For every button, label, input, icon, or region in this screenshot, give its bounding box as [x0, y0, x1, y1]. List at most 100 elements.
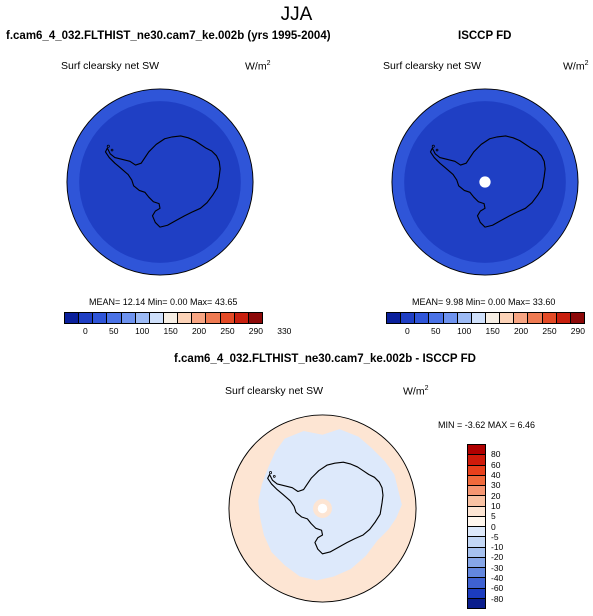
pole-missing-data	[317, 503, 328, 514]
colorbar-swatch	[468, 537, 485, 548]
colorbar-swatch	[468, 445, 485, 456]
colorbar-swatch	[443, 313, 458, 323]
colorbar-tick-label: 0	[82, 326, 88, 336]
colorbar-tick-label: 100	[135, 326, 150, 336]
colorbar-swatch	[429, 313, 444, 323]
antarctica-coastline	[104, 135, 221, 228]
island-outline	[106, 144, 110, 148]
panel-2-variable: Surf clearsky net SW	[383, 60, 482, 72]
colorbar-tick-label: 5	[491, 511, 496, 522]
colorbar-tick-label: 40	[491, 469, 501, 480]
colorbar-tick-label: -30	[491, 562, 504, 573]
colorbar-tick-label: -10	[491, 542, 504, 553]
colorbar-swatch	[542, 313, 557, 323]
colorbar-tick-label: -5	[491, 531, 499, 542]
panel-1-title: f.cam6_4_032.FLTHIST_ne30.cam7_ke.002b (…	[6, 30, 331, 42]
colorbar-swatch	[457, 313, 472, 323]
colorbar-swatch	[471, 313, 486, 323]
colorbar-swatch	[107, 313, 122, 323]
colorbar-tick-label: 0	[491, 521, 496, 532]
colorbar-swatch	[401, 313, 416, 323]
panel-1-colorbar	[64, 312, 263, 324]
colorbar-swatch	[206, 313, 221, 323]
colorbar-swatch	[468, 516, 485, 527]
colorbar-swatch	[93, 313, 108, 323]
panel-3-colorbar-labels: 80 60 40 30 20 10 5 0 -5 -10 -20 -30 -40 -60 -80	[491, 444, 521, 609]
colorbar-swatch	[248, 313, 262, 323]
panel-2-colorbar	[386, 312, 585, 324]
island-outline	[431, 144, 435, 148]
island-outline	[110, 148, 114, 152]
colorbar-swatch	[468, 557, 485, 568]
colorbar-tick-label: 200	[513, 326, 529, 336]
colorbar-tick-label: -20	[491, 552, 504, 563]
season-title: JJA	[280, 4, 313, 25]
colorbar-swatch	[468, 598, 485, 608]
colorbar-tick-label: 150	[163, 326, 178, 336]
island-outline	[272, 475, 276, 478]
colorbar-tick-label: 10	[491, 500, 501, 511]
panel-1-stats: MEAN= 12.14 Min= 0.00 Max= 43.65	[89, 297, 238, 307]
panel-1-colorbar-labels: 0 50 100 150 200 250 290 330	[64, 326, 291, 338]
island-outline	[435, 148, 439, 152]
colorbar-tick-label: 250	[220, 326, 235, 336]
colorbar-swatch	[468, 486, 485, 497]
colorbar-tick-label: 60	[491, 459, 501, 470]
panel-2-units: W/m2	[563, 60, 589, 73]
colorbar-tick-label: 20	[491, 490, 501, 501]
panel-3-colorbar	[467, 444, 486, 609]
colorbar-swatch	[192, 313, 207, 323]
panel-2-stats: MEAN= 9.98 Min= 0.00 Max= 33.60	[412, 297, 556, 307]
colorbar-swatch	[570, 313, 584, 323]
island-outline	[269, 471, 273, 475]
colorbar-tick-label: 50	[109, 326, 119, 336]
colorbar-tick-label: 290	[570, 326, 585, 336]
colorbar-tick-label: 50	[431, 326, 441, 336]
colorbar-swatch	[387, 313, 402, 323]
colorbar-tick-label: -40	[491, 573, 504, 584]
panel-2-polar-map	[391, 88, 579, 276]
panel-3-polar-map	[228, 414, 417, 603]
colorbar-swatch	[468, 588, 485, 599]
colorbar-tick-label: 330	[277, 326, 292, 336]
panel-2-title: ISCCP FD	[458, 30, 512, 42]
colorbar-tick-label: 80	[491, 449, 501, 460]
colorbar-swatch	[79, 313, 94, 323]
colorbar-swatch	[65, 313, 80, 323]
colorbar-tick-label: 290	[248, 326, 263, 336]
colorbar-tick-label: 30	[491, 480, 501, 491]
colorbar-tick-label: 250	[542, 326, 557, 336]
colorbar-swatch	[149, 313, 164, 323]
colorbar-swatch	[468, 506, 485, 517]
colorbar-swatch	[178, 313, 193, 323]
colorbar-swatch	[468, 568, 485, 579]
panel-3-variable: Surf clearsky net SW	[225, 385, 324, 397]
colorbar-swatch	[220, 313, 235, 323]
colorbar-tick-label: 0	[404, 326, 410, 336]
colorbar-swatch	[514, 313, 529, 323]
colorbar-swatch	[500, 313, 515, 323]
panel-3-units: W/m2	[403, 385, 429, 398]
colorbar-swatch	[468, 578, 485, 589]
colorbar-swatch	[468, 547, 485, 558]
colorbar-tick-label: 150	[485, 326, 500, 336]
colorbar-swatch	[485, 313, 501, 323]
colorbar-swatch	[121, 313, 136, 323]
colorbar-swatch	[135, 313, 150, 323]
colorbar-swatch	[468, 475, 485, 486]
colorbar-swatch	[468, 455, 485, 466]
panel-1-units: W/m2	[245, 60, 271, 73]
panel-3-stats: MIN = -3.62 MAX = 6.46	[438, 420, 536, 430]
colorbar-swatch	[556, 313, 571, 323]
colorbar-tick-label: 100	[457, 326, 472, 336]
colorbar-swatch	[468, 527, 485, 538]
colorbar-swatch	[468, 465, 485, 476]
colorbar-swatch	[234, 313, 249, 323]
panel-3-title: f.cam6_4_032.FLTHIST_ne30.cam7_ke.002b -…	[174, 353, 476, 365]
colorbar-tick-label: 200	[191, 326, 207, 336]
pole-missing-data	[479, 176, 491, 188]
colorbar-swatch	[163, 313, 179, 323]
panel-1-polar-map	[66, 88, 254, 276]
colorbar-swatch	[415, 313, 430, 323]
